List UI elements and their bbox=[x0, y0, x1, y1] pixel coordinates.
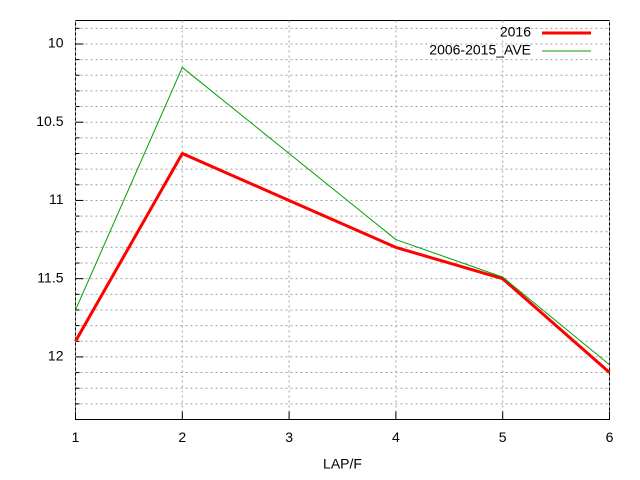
y-tick-label: 10 bbox=[48, 35, 64, 51]
y-tick-label: 12 bbox=[48, 348, 64, 364]
series-line bbox=[75, 66, 610, 366]
x-tick-label: 4 bbox=[392, 429, 400, 445]
x-tick-label: 6 bbox=[606, 429, 614, 445]
x-axis-label: LAP/F bbox=[323, 456, 362, 472]
y-tick-label: 11 bbox=[49, 191, 64, 207]
legend-label: 2006-2015_AVE bbox=[429, 42, 531, 58]
x-tick-label: 5 bbox=[499, 429, 507, 445]
x-tick-label: 2 bbox=[178, 429, 186, 445]
x-tick-label: 3 bbox=[285, 429, 293, 445]
legend-label: 2016 bbox=[500, 24, 531, 40]
plot-frame bbox=[75, 20, 610, 420]
x-tick-label: 1 bbox=[72, 429, 80, 445]
series-line bbox=[74, 152, 611, 374]
y-tick-label: 10.5 bbox=[36, 113, 63, 129]
y-tick-label: 11.5 bbox=[37, 269, 63, 285]
